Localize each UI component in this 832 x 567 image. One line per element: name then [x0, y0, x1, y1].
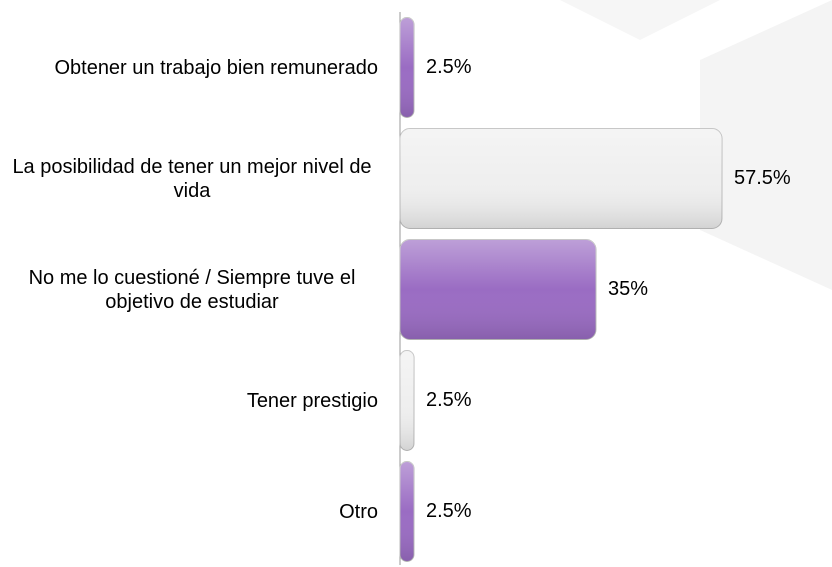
bar-shade	[400, 461, 414, 562]
category-label: Obtener un trabajo bien remunerado	[0, 12, 378, 123]
bar-shade	[400, 350, 414, 451]
value-label: 35%	[608, 278, 648, 300]
category-text: Obtener un trabajo bien remunerado	[54, 56, 378, 79]
bar-shade	[400, 17, 414, 118]
value-label: 2.5%	[426, 389, 472, 411]
value-label: 2.5%	[426, 500, 472, 522]
bar-shade	[400, 239, 596, 340]
bar-shade	[400, 128, 722, 229]
category-label: Tener prestigio	[0, 345, 378, 456]
value-label: 2.5%	[426, 56, 472, 78]
category-text: No me lo cuestioné / Siempre tuve el obj…	[28, 266, 356, 313]
category-text: Tener prestigio	[246, 389, 378, 412]
background-shape	[560, 0, 720, 40]
category-label: La posibilidad de tener un mejor nivel d…	[0, 123, 378, 234]
value-label: 57.5%	[734, 167, 791, 189]
background-shape	[700, 0, 832, 290]
category-text: La posibilidad de tener un mejor nivel d…	[12, 155, 372, 202]
category-label: Otro	[0, 456, 378, 567]
category-text: Otro	[339, 500, 378, 523]
category-label: No me lo cuestioné / Siempre tuve el obj…	[0, 234, 378, 345]
